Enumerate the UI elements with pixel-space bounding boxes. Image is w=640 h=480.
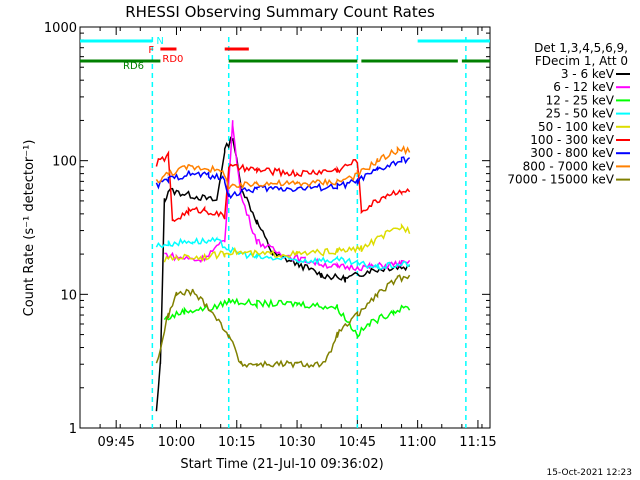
legend-label: 100 - 300 keV bbox=[530, 133, 614, 147]
chart-title: RHESSI Observing Summary Count Rates bbox=[125, 3, 435, 21]
x-tick-label: 10:15 bbox=[218, 435, 255, 450]
x-axis-label: Start Time (21-Jul-10 09:36:02) bbox=[180, 457, 383, 472]
x-tick-label: 10:00 bbox=[158, 435, 195, 450]
y-axis: 1 10 100 1000 bbox=[44, 21, 490, 437]
legend-label: 7000 - 15000 keV bbox=[507, 173, 614, 187]
series-line bbox=[155, 150, 411, 223]
n-label: N bbox=[156, 36, 163, 47]
legend-label: 50 - 100 keV bbox=[538, 120, 615, 134]
x-tick-label: 10:45 bbox=[339, 435, 376, 450]
x-axis: 09:45 10:00 10:15 10:30 10:45 11:00 11:15 bbox=[79, 27, 497, 450]
f-label: F bbox=[148, 45, 154, 56]
series-line bbox=[155, 274, 411, 369]
vertical-markers bbox=[151, 37, 467, 428]
legend-label: 25 - 50 keV bbox=[546, 107, 615, 121]
series-layer bbox=[155, 120, 411, 412]
legend-label: 300 - 800 keV bbox=[530, 146, 614, 160]
x-tick-label: 11:00 bbox=[399, 435, 436, 450]
series-line bbox=[155, 236, 411, 270]
legend-label: 800 - 7000 keV bbox=[523, 159, 615, 173]
series-line bbox=[163, 297, 411, 340]
series-line bbox=[155, 145, 411, 190]
y-tick-label: 10 bbox=[60, 288, 77, 303]
y-tick-label: 1000 bbox=[44, 21, 77, 36]
legend-label: 6 - 12 keV bbox=[553, 80, 615, 94]
x-tick-label: 10:30 bbox=[278, 435, 315, 450]
legend-label: 3 - 6 keV bbox=[561, 67, 615, 81]
legend-header-2: FDecim 1, Att 0 bbox=[535, 54, 628, 68]
status-bars: NF RD0 RD6 bbox=[80, 36, 490, 72]
series-line bbox=[155, 156, 411, 200]
series-line bbox=[164, 120, 411, 272]
plot-frame bbox=[79, 26, 491, 429]
y-axis-label: Count Rate (s⁻¹ detector⁻¹) bbox=[22, 140, 37, 317]
legend-label: 12 - 25 keV bbox=[546, 93, 615, 107]
rd6-label: RD6 bbox=[123, 61, 144, 72]
series-line bbox=[155, 136, 410, 412]
y-tick-label: 100 bbox=[52, 155, 77, 170]
footer-date: 15-Oct-2021 12:23 bbox=[547, 468, 632, 478]
x-tick-label: 09:45 bbox=[97, 435, 134, 450]
y-tick-label: 1 bbox=[69, 422, 77, 437]
series-line bbox=[163, 222, 411, 263]
legend-header-1: Det 1,3,4,5,6,9, bbox=[534, 41, 628, 55]
x-tick-label: 11:15 bbox=[459, 435, 496, 450]
rd0-label: RD0 bbox=[162, 54, 183, 65]
